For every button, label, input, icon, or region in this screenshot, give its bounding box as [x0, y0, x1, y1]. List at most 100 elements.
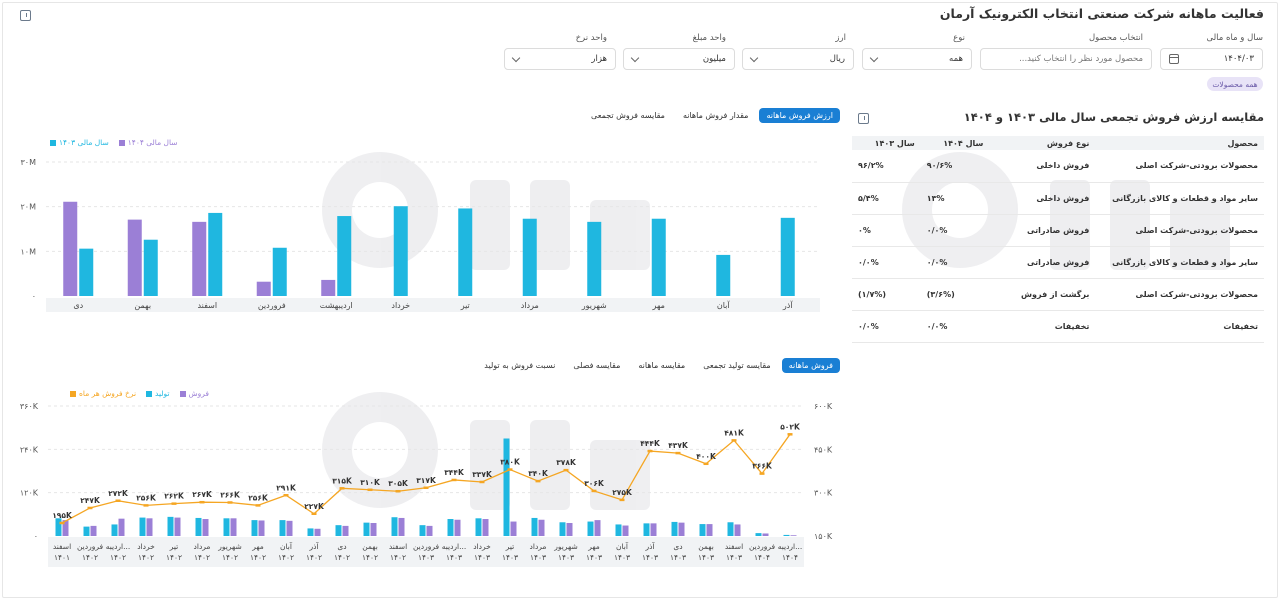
tab-sales-production-ratio[interactable]: نسبت فروش به تولید — [484, 361, 556, 370]
tab-monthly-sales[interactable]: فروش ماهانه — [781, 358, 840, 373]
legend-label: فروش — [188, 389, 210, 398]
x-tick-month: آذر — [308, 541, 319, 551]
rate-unit-label: واحد نرخ — [575, 33, 607, 43]
tab-cumulative-production[interactable]: مقایسه تولید تجمعی — [703, 361, 771, 370]
bar-1404 — [192, 221, 207, 296]
top-chart-tabs: ارزش فروش ماهانه مقدار فروش ماهانه مقایس… — [584, 108, 840, 123]
rate-data-label: ۳۱۷K — [416, 476, 437, 485]
cell-product: سایر مواد و قطعات و کالای بازرگانی — [1095, 182, 1264, 215]
x-tick-month: تیر — [169, 542, 179, 551]
rate-data-label: ۲۶۶K — [220, 490, 241, 499]
rate-data-label: ۲۷۲K — [108, 489, 129, 498]
tab-monthly-sales-quantity[interactable]: مقدار فروش ماهانه — [682, 111, 749, 120]
bar-production — [671, 521, 678, 536]
y-right-tick-label: ۱۵۰K — [814, 532, 833, 541]
bar-production — [307, 528, 314, 536]
header-year-1403: سال ۱۴۰۳ — [852, 136, 921, 150]
bar-1403 — [651, 218, 666, 296]
rate-data-label: ۲۶۲K — [164, 492, 185, 501]
y-left-tick-label: ۱۲۰K — [20, 489, 39, 498]
currency-label: ارز — [835, 33, 846, 43]
bar-sales — [174, 517, 181, 536]
rate-data-label: ۲۵۶K — [136, 493, 157, 502]
y-tick-label: ۰ — [32, 292, 36, 301]
x-tick-year: ۱۴۰۳ — [642, 553, 658, 562]
x-tick-month: مرداد — [530, 542, 547, 551]
tab-monthly-sales-value[interactable]: ارزش فروش ماهانه — [759, 108, 840, 123]
bar-1404 — [127, 219, 142, 296]
cell-sale-type: فروش صادراتی — [989, 214, 1096, 247]
table-row: محصولات برودتی-شرکت اصلی فروش داخلی ۹۰/۶… — [852, 150, 1264, 183]
x-tick-month: مرداد — [194, 542, 211, 551]
bar-sales — [90, 525, 97, 536]
export-icon[interactable] — [20, 10, 31, 21]
x-tick-month: خرداد — [137, 542, 155, 551]
x-tick-year: ۱۴۰۲ — [306, 553, 322, 562]
rate-data-label: ۳۰۵K — [388, 479, 409, 488]
tab-cumulative-sales-comparison[interactable]: مقایسه فروش تجمعی — [591, 111, 665, 120]
bar-production — [755, 533, 762, 536]
fiscal-select[interactable]: ۱۴۰۴/۰۳ — [1160, 48, 1263, 70]
legend-item-1404[interactable]: سال مالی ۱۴۰۴ — [118, 138, 178, 147]
bottom-chart-tabs: فروش ماهانه مقایسه تولید تجمعی مقایسه ما… — [477, 358, 840, 373]
x-tick-year: ۱۴۰۳ — [446, 553, 462, 562]
cell-1403: ۰/۰% — [852, 310, 921, 343]
y-right-tick-label: ۴۵۰K — [814, 445, 833, 454]
export-icon[interactable] — [858, 113, 869, 124]
bar-production — [475, 518, 482, 536]
type-select[interactable]: همه — [862, 48, 972, 70]
amount-unit-value: میلیون — [702, 54, 726, 64]
rate-data-label: ۱۹۵K — [52, 511, 73, 520]
bar-sales — [538, 519, 545, 536]
bar-production — [251, 520, 258, 536]
rate-unit-select[interactable]: هزار — [504, 48, 616, 70]
cell-product: محصولات برودتی-شرکت اصلی — [1095, 278, 1264, 311]
product-select[interactable]: محصول مورد نظر را انتخاب کنید... — [980, 48, 1152, 70]
cell-product: تخفیفات — [1095, 310, 1264, 343]
bar-sales — [622, 525, 629, 536]
x-tick-year: ۱۴۰۴ — [754, 553, 770, 562]
cell-1403: ۹۶/۲% — [852, 150, 921, 183]
top-chart-legend: سال مالی ۱۴۰۳ سال مالی ۱۴۰۴ — [50, 138, 178, 147]
x-tick-month: بهمن — [698, 542, 714, 551]
cell-product: محصولات برودتی-شرکت اصلی — [1095, 150, 1264, 183]
bar-1404 — [63, 201, 78, 296]
legend-item-production[interactable]: تولید — [146, 389, 170, 398]
rate-data-label: ۴۰۰K — [696, 452, 717, 461]
all-products-chip[interactable]: همه محصولات — [1207, 77, 1263, 91]
y-right-tick-label: ۳۰۰K — [814, 489, 833, 498]
bar-sales — [230, 518, 237, 536]
rate-data-label: ۳۰۶K — [584, 479, 605, 488]
currency-select[interactable]: ریال — [742, 48, 854, 70]
product-label: انتخاب محصول — [1088, 33, 1143, 43]
chevron-down-icon — [630, 53, 640, 62]
bar-sales — [202, 519, 209, 536]
legend-item-sales[interactable]: فروش — [179, 389, 210, 398]
bar-1403 — [79, 248, 94, 296]
x-tick-label: آذر — [782, 300, 793, 310]
legend-item-1403[interactable]: سال مالی ۱۴۰۳ — [50, 138, 109, 147]
x-tick-month: اردیبه... — [442, 542, 467, 551]
cell-1403: (۱/۷%) — [852, 278, 921, 311]
bar-production — [223, 518, 230, 536]
bar-sales — [790, 535, 797, 536]
legend-label: تولید — [155, 389, 170, 398]
x-tick-year: ۱۴۰۳ — [586, 553, 602, 562]
legend-swatch — [146, 390, 153, 397]
amount-unit-label: واحد مبلغ — [692, 33, 726, 43]
rate-data-label: ۵۰۲K — [780, 422, 801, 431]
rate-data-label: ۴۳۷K — [668, 441, 689, 450]
bar-production — [167, 516, 174, 536]
legend-item-rate[interactable]: نرخ فروش هر ماه — [70, 389, 136, 398]
tab-seasonal-comparison[interactable]: مقایسه فصلی — [573, 361, 621, 370]
bar-sales — [314, 528, 321, 536]
bar-1404 — [256, 281, 271, 296]
amount-unit-select[interactable]: میلیون — [623, 48, 735, 70]
tab-monthly-comparison[interactable]: مقایسه ماهانه — [638, 361, 686, 370]
cell-1403: ۰/۰% — [852, 246, 921, 279]
bar-sales — [62, 520, 69, 536]
bar-production — [615, 524, 622, 536]
x-tick-month: اردیبه... — [106, 542, 131, 551]
table-title: مقایسه ارزش فروش تجمعی سال مالی ۱۴۰۳ و ۱… — [963, 110, 1264, 124]
